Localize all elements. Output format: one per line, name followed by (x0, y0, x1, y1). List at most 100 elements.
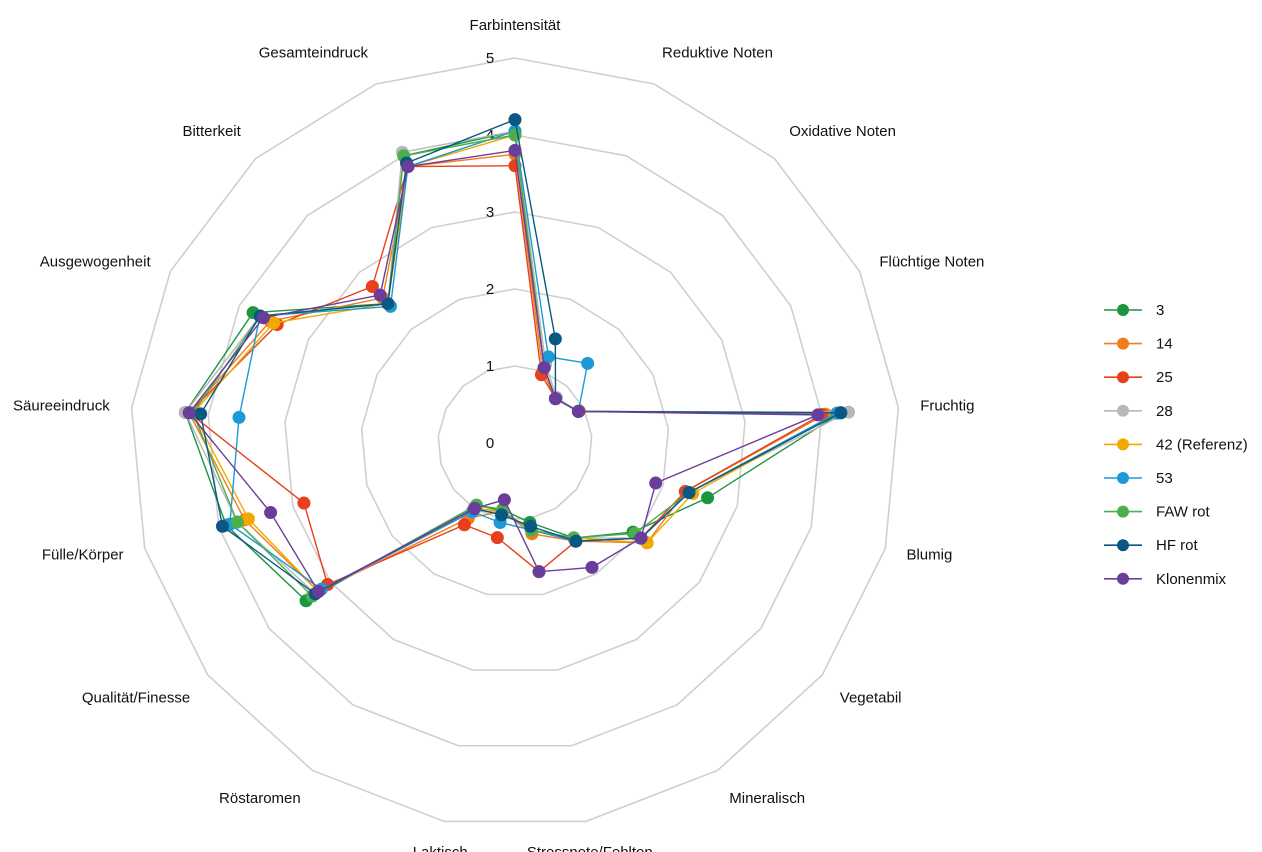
legend-marker (1117, 304, 1129, 316)
tick-label-0: 0 (486, 435, 494, 452)
series-point (581, 356, 595, 370)
series-point (311, 584, 325, 598)
axis-label-3: Flüchtige Noten (879, 254, 984, 271)
legend-marker (1117, 337, 1129, 350)
legend-item-7: HF rot (1104, 537, 1199, 554)
legend-item-6: FAW rot (1104, 504, 1210, 521)
series-point (256, 311, 270, 325)
series-point (215, 519, 229, 533)
grid-ring-4 (207, 134, 823, 747)
series-point (682, 486, 696, 500)
axis-label-9: Laktisch (413, 844, 468, 852)
series-point (267, 316, 281, 330)
axis-label-7: Mineralisch (729, 790, 805, 807)
tick-label-5: 5 (486, 50, 494, 67)
legend-item-8: Klonenmix (1104, 571, 1227, 588)
axis-label-14: Ausgewogenheit (40, 254, 152, 271)
series-point (508, 128, 522, 142)
legend-item-4: 42 (Referenz) (1104, 436, 1248, 453)
series-point (264, 506, 278, 520)
legend-label: 53 (1156, 470, 1173, 487)
legend-item-1: 14 (1104, 336, 1173, 353)
series-point (381, 297, 395, 311)
tick-label-3: 3 (486, 204, 494, 221)
legend-label: 28 (1156, 403, 1173, 420)
legend-item-3: 28 (1104, 403, 1173, 420)
series-1 (182, 147, 833, 598)
grid-ring-3 (284, 211, 746, 671)
legend-label: 25 (1156, 369, 1173, 386)
series-point (457, 518, 471, 532)
grid-ring-5 (130, 57, 900, 823)
tick-label-2: 2 (486, 281, 494, 298)
series-line (188, 153, 829, 593)
axis-label-2: Oxidative Noten (789, 123, 896, 140)
axis-label-12: Fülle/Körper (42, 546, 124, 563)
legend-marker (1117, 472, 1129, 484)
legend-marker (1117, 539, 1129, 552)
legend-label: Klonenmix (1156, 571, 1227, 588)
series-point (401, 160, 415, 174)
axis-label-0: Farbintensität (470, 17, 562, 34)
series-8 (182, 143, 825, 598)
series-point (508, 113, 522, 127)
axis-label-10: Röstaromen (219, 790, 301, 807)
series-4 (186, 128, 844, 598)
legend-item-5: 53 (1104, 470, 1173, 487)
series-point (495, 508, 509, 522)
series-point (571, 404, 585, 418)
legend-marker (1117, 404, 1129, 417)
series-point (548, 332, 562, 346)
legend-label: 14 (1156, 336, 1173, 353)
legend-item-2: 25 (1104, 369, 1173, 386)
legend-label: HF rot (1156, 537, 1199, 554)
series-point (634, 531, 648, 545)
series-point (241, 512, 255, 526)
radar-axis-labels: Farbintensität Reduktive Noten Oxidative N… (13, 17, 984, 852)
series-point (230, 515, 244, 529)
radar-grid (130, 57, 900, 823)
series-point (490, 531, 504, 545)
series-point (834, 406, 848, 420)
axis-label-11: Qualität/Finesse (82, 689, 190, 706)
series-point (373, 288, 387, 302)
axis-label-6: Vegetabil (840, 689, 902, 706)
legend-item-0: 3 (1104, 302, 1164, 319)
radar-series (178, 113, 856, 608)
tick-label-1: 1 (486, 358, 494, 375)
series-point (508, 143, 522, 157)
legend-label: FAW rot (1156, 504, 1210, 521)
series-point (811, 408, 825, 422)
series-point (194, 407, 208, 421)
axis-label-13: Säureeindruck (13, 397, 110, 414)
legend-marker (1117, 505, 1129, 518)
legend-label: 3 (1156, 302, 1164, 319)
series-point (524, 519, 538, 533)
series-point (541, 350, 555, 364)
series-point (537, 361, 551, 375)
legend-marker (1117, 371, 1129, 384)
series-point (232, 410, 246, 424)
series-point (365, 280, 379, 294)
axis-label-16: Gesamteindruck (259, 44, 369, 61)
chart-legend: 3 14 25 28 42 (Referenz) 53 FAW rot HF rot Klone… (1104, 302, 1248, 588)
series-point (585, 560, 599, 574)
axis-label-15: Bitterkeit (182, 123, 241, 140)
axis-label-8: Stressnote/Fehlton (527, 844, 653, 852)
series-point (569, 534, 583, 548)
legend-label: 42 (Referenz) (1156, 436, 1248, 453)
legend-marker (1117, 438, 1129, 451)
series-point (548, 392, 562, 406)
series-point (532, 565, 546, 579)
series-point (497, 493, 511, 507)
series-point (297, 496, 311, 510)
axis-label-4: Fruchtig (920, 397, 974, 414)
series-point (701, 491, 715, 505)
grid-ring-2 (360, 288, 670, 596)
grid-ring-1 (437, 365, 593, 520)
series-point (649, 476, 663, 490)
series-point (467, 501, 481, 515)
axis-label-1: Reduktive Noten (662, 44, 773, 61)
